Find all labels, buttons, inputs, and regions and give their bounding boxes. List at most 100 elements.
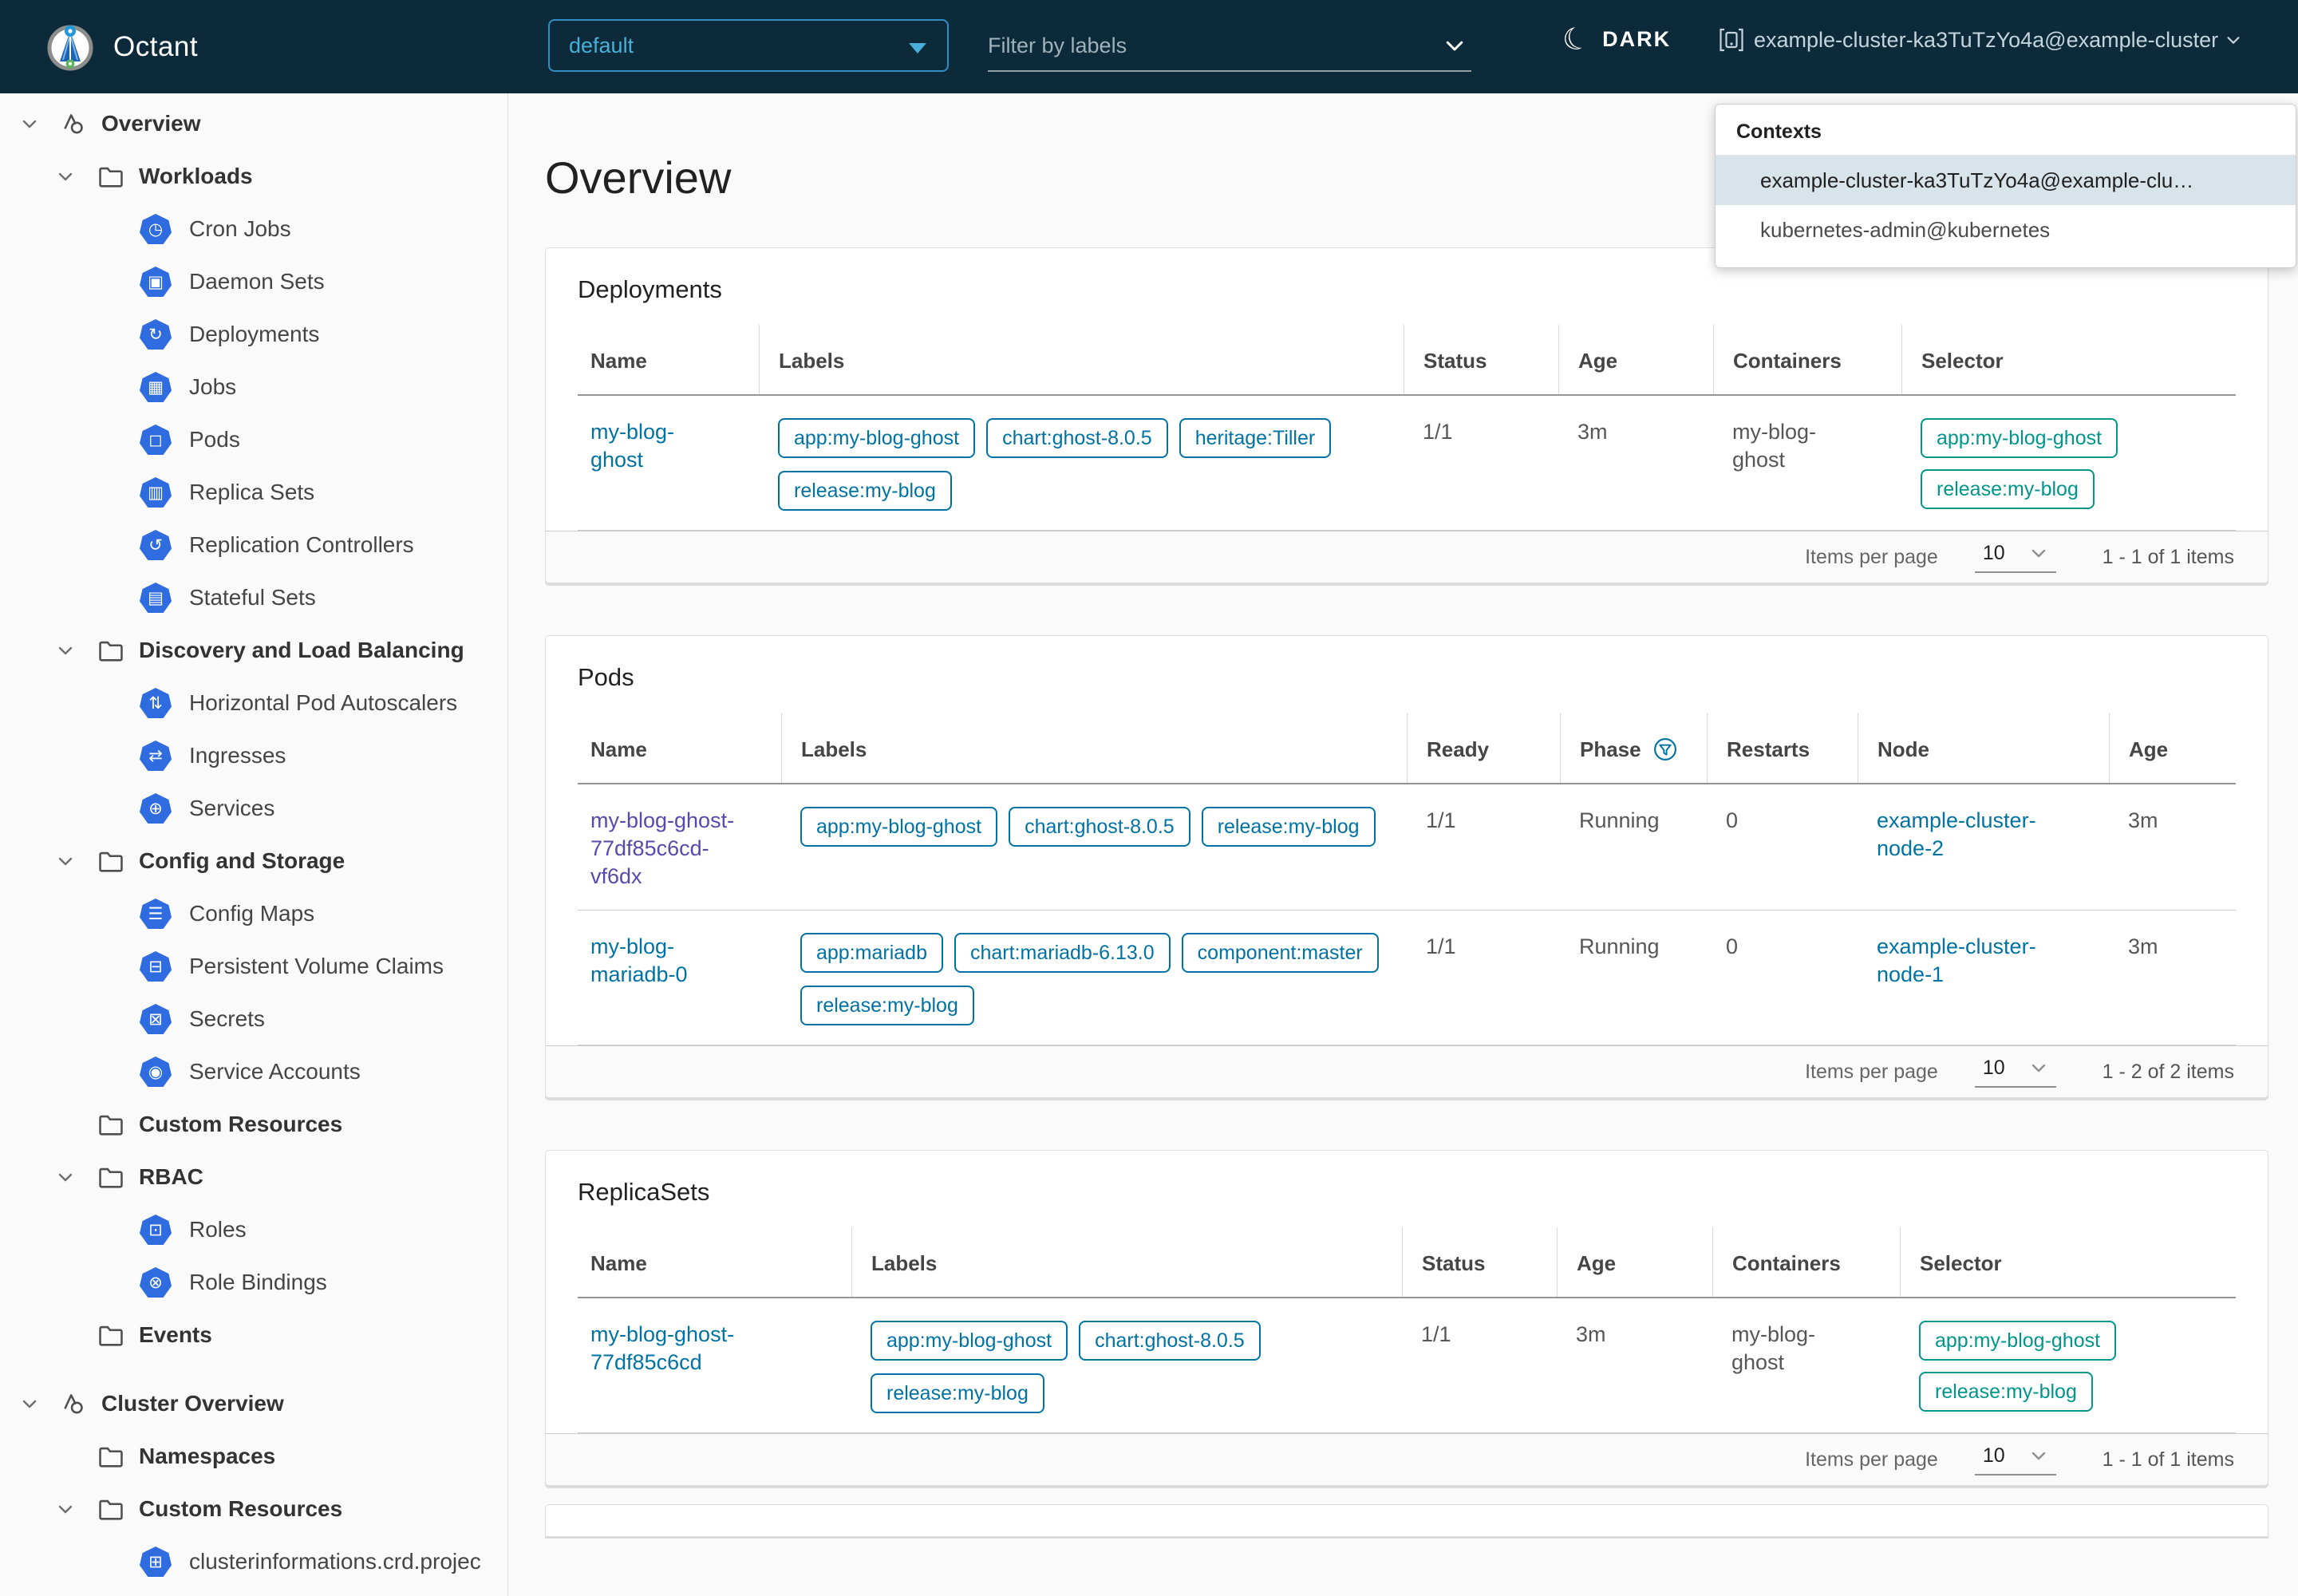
sidebar-item-config-maps[interactable]: ☰ Config Maps [0,887,507,940]
sidebar-group-cluster-custom-resources[interactable]: Custom Resources [0,1483,507,1535]
selector-chip[interactable]: release:my-blog [1919,1372,2093,1412]
sidebar-item-pods[interactable]: ◻ Pods [0,413,507,466]
column-header-selector: Selector [1900,1227,2236,1298]
chevron-down-icon[interactable] [56,1167,75,1187]
sidebar-item-services[interactable]: ⊕ Services [0,782,507,835]
cell-labels: app:my-blog-ghost chart:ghost-8.0.5 heri… [759,396,1404,530]
sidebar-item-cluster-overview[interactable]: Cluster Overview [0,1377,507,1430]
sidebar-item-overview[interactable]: Overview [0,97,507,150]
label-chip[interactable]: chart:mariadb-6.13.0 [954,933,1171,974]
label-chip[interactable]: chart:ghost-8.0.5 [986,418,1168,458]
sidebar-item-deployments[interactable]: ↻ Deployments [0,308,507,361]
sidebar-item-service-accounts[interactable]: ◉ Service Accounts [0,1045,507,1098]
chevron-down-icon[interactable] [20,114,39,133]
sidebar-section-spacer [0,1361,507,1377]
daemonset-icon: ▣ [140,267,172,297]
chevron-down-icon [2029,1446,2048,1465]
chevron-down-icon[interactable] [20,1394,39,1413]
cell-phase: Running [1579,934,1660,959]
context-selector[interactable]: example-cluster-ka3TuTzYo4a@example-clus… [1717,26,2242,54]
column-header-age: Age [1558,325,1713,394]
sidebar-item-role-bindings[interactable]: ⊗ Role Bindings [0,1256,507,1309]
pod-link[interactable]: my-blog-mariadb-0 [590,934,688,987]
column-header-status: Status [1404,325,1558,394]
label-chip[interactable]: heritage:Tiller [1179,418,1332,458]
selector-chip[interactable]: app:my-blog-ghost [1921,418,2118,458]
label-chip[interactable]: app:my-blog-ghost [871,1321,1068,1361]
column-header-containers: Containers [1712,1227,1900,1298]
chevron-down-icon [2225,31,2242,49]
sidebar-group-rbac[interactable]: RBAC [0,1151,507,1203]
column-header-labels: Labels [759,325,1404,394]
deployment-link[interactable]: my-blog-ghost [590,420,675,472]
chevron-down-icon[interactable] [56,167,75,186]
namespace-selector[interactable]: default [548,19,949,72]
replicasets-card-title: ReplicaSets [578,1178,710,1207]
chevron-down-icon[interactable] [56,851,75,871]
label-chip[interactable]: chart:ghost-8.0.5 [1079,1321,1261,1361]
cell-name: my-blog-ghost [578,396,759,530]
sidebar-group-workloads[interactable]: Workloads [0,150,507,203]
cell-selector: app:my-blog-ghost release:my-blog [1900,1298,2236,1432]
label-filter-input[interactable] [988,33,1443,58]
label-chip[interactable]: release:my-blog [778,471,952,511]
sidebar-group-config-and-storage[interactable]: Config and Storage [0,835,507,887]
sidebar-item-ingresses[interactable]: ⇄ Ingresses [0,729,507,782]
replicaset-link[interactable]: my-blog-ghost-77df85c6cd [590,1322,735,1375]
octant-logo[interactable]: Octant [45,22,198,73]
sidebar-item-daemon-sets[interactable]: ▣ Daemon Sets [0,255,507,308]
sidebar-group-events[interactable]: Events [0,1309,507,1361]
cell-status: 1/1 [1423,420,1453,444]
pod-link[interactable]: my-blog-ghost-77df85c6cd-vf6dx [590,808,735,889]
page-size-select[interactable]: 10 [1974,1444,2056,1476]
page-size-select[interactable]: 10 [1974,1057,2056,1088]
sidebar-item-cron-jobs[interactable]: ◷ Cron Jobs [0,203,507,255]
cell-labels: app:my-blog-ghost chart:ghost-8.0.5 rele… [851,1298,1402,1432]
context-menu-item-current[interactable]: example-cluster-ka3TuTzYo4a@example-clu… [1716,156,2296,205]
cell-name: my-blog-ghost-77df85c6cd [578,1298,851,1432]
sidebar-item-roles[interactable]: ⊡ Roles [0,1203,507,1256]
pagination-range: 1 - 1 of 1 items [2102,545,2234,568]
hpa-icon: ⇅ [140,688,172,718]
column-header-node: Node [1858,713,2109,783]
sidebar-item-secrets[interactable]: ⊠ Secrets [0,993,507,1045]
label-chip[interactable]: release:my-blog [1201,807,1376,847]
sidebar-item-persistent-volume-claims[interactable]: ⊟ Persistent Volume Claims [0,940,507,993]
page-size-select[interactable]: 10 [1974,542,2056,573]
selector-chip[interactable]: app:my-blog-ghost [1919,1321,2117,1361]
sidebar-item-stateful-sets[interactable]: ▤ Stateful Sets [0,571,507,624]
chevron-down-icon[interactable] [56,641,75,660]
label-chip[interactable]: component:master [1181,933,1379,974]
node-link[interactable]: example-cluster-node-2 [1877,808,2036,861]
sidebar-item-horizontal-pod-autoscalers[interactable]: ⇅ Horizontal Pod Autoscalers [0,677,507,729]
label-chip[interactable]: app:mariadb [800,933,943,974]
sidebar-item-jobs[interactable]: ▦ Jobs [0,361,507,413]
label-chip[interactable]: release:my-blog [800,986,974,1026]
sidebar-item-csidrivers[interactable]: ⊞ csidrivers.csi.storage.k8s.io [0,1588,507,1596]
sidebar-group-discovery-and-load-balancing[interactable]: Discovery and Load Balancing [0,624,507,677]
theme-toggle-button[interactable]: ☾ DARK [1558,18,1671,60]
column-header-age: Age [1557,1227,1712,1298]
filter-icon[interactable] [1652,737,1678,762]
sidebar-group-namespaces[interactable]: Namespaces [0,1430,507,1483]
label-chip[interactable]: app:my-blog-ghost [778,418,976,458]
sidebar-group-custom-resources[interactable]: Custom Resources [0,1098,507,1151]
chevron-down-icon[interactable] [1443,34,1467,57]
context-menu-item-kubernetes-admin[interactable]: kubernetes-admin@kubernetes [1760,217,2051,242]
label-chip[interactable]: app:my-blog-ghost [800,807,998,847]
sidebar-item-clusterinformations[interactable]: ⊞ clusterinformations.crd.projec [0,1535,507,1588]
service-icon: ⊕ [140,793,172,824]
selector-chip[interactable]: release:my-blog [1921,469,2095,509]
folder-icon [97,1495,124,1523]
label-chip[interactable]: chart:ghost-8.0.5 [1009,807,1190,847]
sidebar-item-replica-sets[interactable]: ▥ Replica Sets [0,466,507,519]
sidebar-item-replication-controllers[interactable]: ↺ Replication Controllers [0,519,507,571]
deployments-card-title: Deployments [578,275,722,303]
node-link[interactable]: example-cluster-node-1 [1877,934,2036,987]
chevron-down-icon[interactable] [56,1499,75,1519]
label-chip[interactable]: release:my-blog [871,1373,1044,1414]
deployments-card: Deployments Name Labels Status Age Conta… [545,247,2268,583]
column-header-name: Name [590,737,647,761]
pods-table-footer: Items per page 10 1 - 2 of 2 items [546,1045,2268,1098]
replication-controller-icon: ↺ [140,530,172,560]
